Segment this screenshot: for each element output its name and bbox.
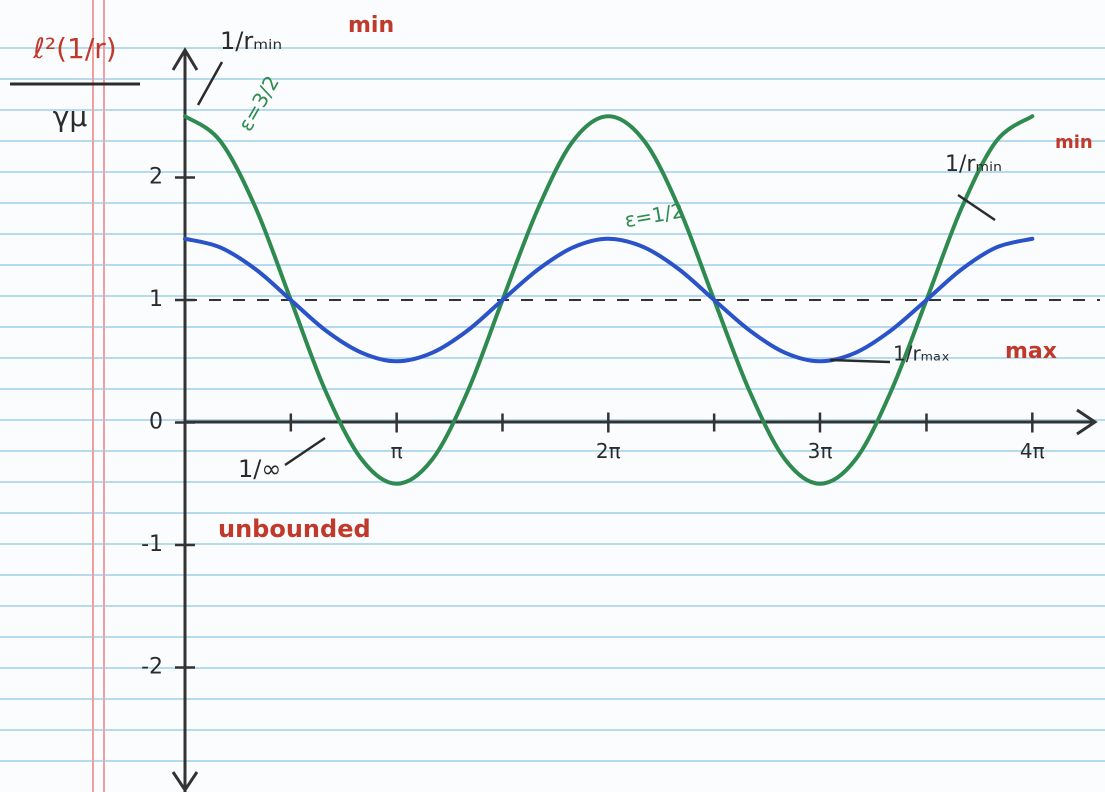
annotation: 1/rₘᵢₙ [945,152,1002,177]
x-tick-label: 3π [808,439,833,463]
y-tick-label: -2 [141,655,163,680]
paper-background [0,0,1105,792]
chart: -2-1012π2π3π4πε=3/2ε=1/2 ℓ²(1/r) γμ 1/rₘ… [0,0,1105,792]
y-label-denominator: γμ [53,100,88,133]
x-tick-label: π [391,439,403,463]
y-tick-label: 0 [149,410,163,435]
y-label-numerator: ℓ²(1/r) [32,32,116,65]
y-tick-label: 2 [149,165,163,190]
annotation: min [1055,132,1093,153]
x-tick-label: 4π [1020,439,1045,463]
y-tick-label: -1 [141,532,163,557]
annotation: max [1005,339,1057,364]
annotation: unbounded [218,515,371,543]
annotation: 1/rₘᵢₙ [220,27,282,55]
annotation: 1/rₘₐₓ [893,342,950,366]
y-tick-label: 1 [149,287,163,312]
notebook-paper [0,0,1105,792]
annotation: min [348,13,394,38]
x-tick-label: 2π [596,439,621,463]
page: {"chart_data": { "type": "line", "x": [0… [0,0,1105,792]
annotation: 1/∞ [238,455,281,483]
